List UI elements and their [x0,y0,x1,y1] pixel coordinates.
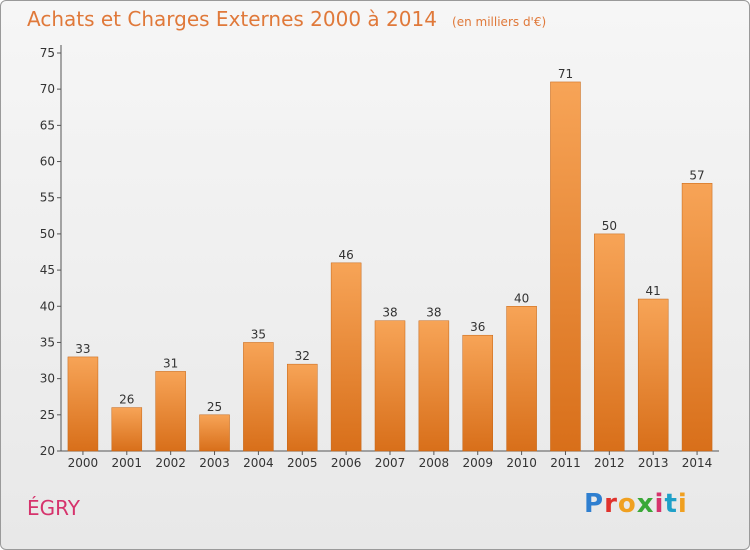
logo-letter: P [584,489,605,519]
data-label-2001: 26 [119,393,134,407]
x-tick-label: 2009 [462,456,493,470]
data-label-2009: 36 [470,320,485,334]
x-tick-label: 2001 [112,456,143,470]
data-label-2000: 33 [75,342,90,356]
bar-2009 [462,334,493,452]
data-label-2005: 32 [295,349,310,363]
y-tick-label: 75 [40,46,55,60]
x-tick-label: 2010 [506,456,537,470]
bar-2007 [374,320,406,452]
x-tick-label: 2013 [638,456,669,470]
bar-2014 [681,183,713,452]
data-label-2007: 38 [382,306,397,320]
bar-2005 [287,363,318,452]
bar-2010 [506,306,537,452]
data-label-2003: 25 [207,400,222,414]
logo-letter: r [604,489,618,519]
logo-letter: t [664,489,678,519]
y-tick-label: 40 [40,299,55,313]
x-tick-label: 2004 [243,456,274,470]
x-tick-label: 2003 [199,456,230,470]
x-tick-label: 2008 [419,456,450,470]
data-label-2013: 41 [646,284,661,298]
y-tick-label: 60 [40,155,55,169]
bar-2004 [243,342,274,452]
data-label-2012: 50 [602,219,617,233]
logo-letter: x [636,489,655,519]
x-axis: 2000 2001 2002 2003 2004 2005 2006 2007 2008 2009… [61,450,719,470]
chart-title: Achats et Charges Externes 2000 à 2014 [27,7,437,31]
commune-name: ÉGRY [27,496,80,520]
data-label-2004: 35 [251,327,266,341]
y-tick-label: 25 [40,408,55,422]
bar-2002 [155,371,186,452]
bar-2006 [330,262,362,452]
x-tick-label: 2011 [550,456,581,470]
proxiti-logo: Proxiti [584,489,688,519]
data-label-2014: 57 [689,168,704,182]
y-tick-label: 30 [40,372,55,386]
y-tick-label: 50 [40,227,55,241]
data-label-2002: 31 [163,356,178,370]
x-tick-label: 2007 [375,456,406,470]
x-tick-label: 2005 [287,456,318,470]
y-tick-label: 70 [40,82,55,96]
logo-letter: o [617,489,637,519]
data-label-2011: 71 [558,67,573,81]
x-tick-label: 2006 [331,456,362,470]
bar-2013 [637,298,669,452]
bar-2001 [111,407,143,452]
logo-letter: i [654,489,665,519]
chart-subtitle: (en milliers d'€) [452,15,547,29]
y-axis: 20 25 30 35 40 45 50 55 60 65 70 75 [40,45,62,458]
bar-2008 [418,320,450,452]
data-label-2010: 40 [514,291,529,305]
data-labels: 33 26 31 25 35 32 46 38 38 36 40 71 50 41 57 [75,67,704,414]
x-tick-label: 2000 [68,456,99,470]
y-tick-label: 55 [40,191,55,205]
bar-2012 [594,233,625,452]
bars [67,81,713,452]
bar-2000 [67,356,99,452]
bar-2003 [199,414,230,452]
y-tick-label: 65 [40,118,55,132]
bar-2011 [550,81,581,452]
y-tick-label: 20 [40,444,55,458]
x-tick-label: 2012 [594,456,625,470]
data-label-2006: 46 [338,248,353,262]
x-tick-label: 2014 [682,456,713,470]
title-row: Achats et Charges Externes 2000 à 2014 (… [27,7,546,31]
data-label-2008: 38 [426,306,441,320]
y-tick-label: 35 [40,335,55,349]
x-tick-label: 2002 [155,456,186,470]
logo-letter: i [677,489,688,519]
y-tick-label: 45 [40,263,55,277]
